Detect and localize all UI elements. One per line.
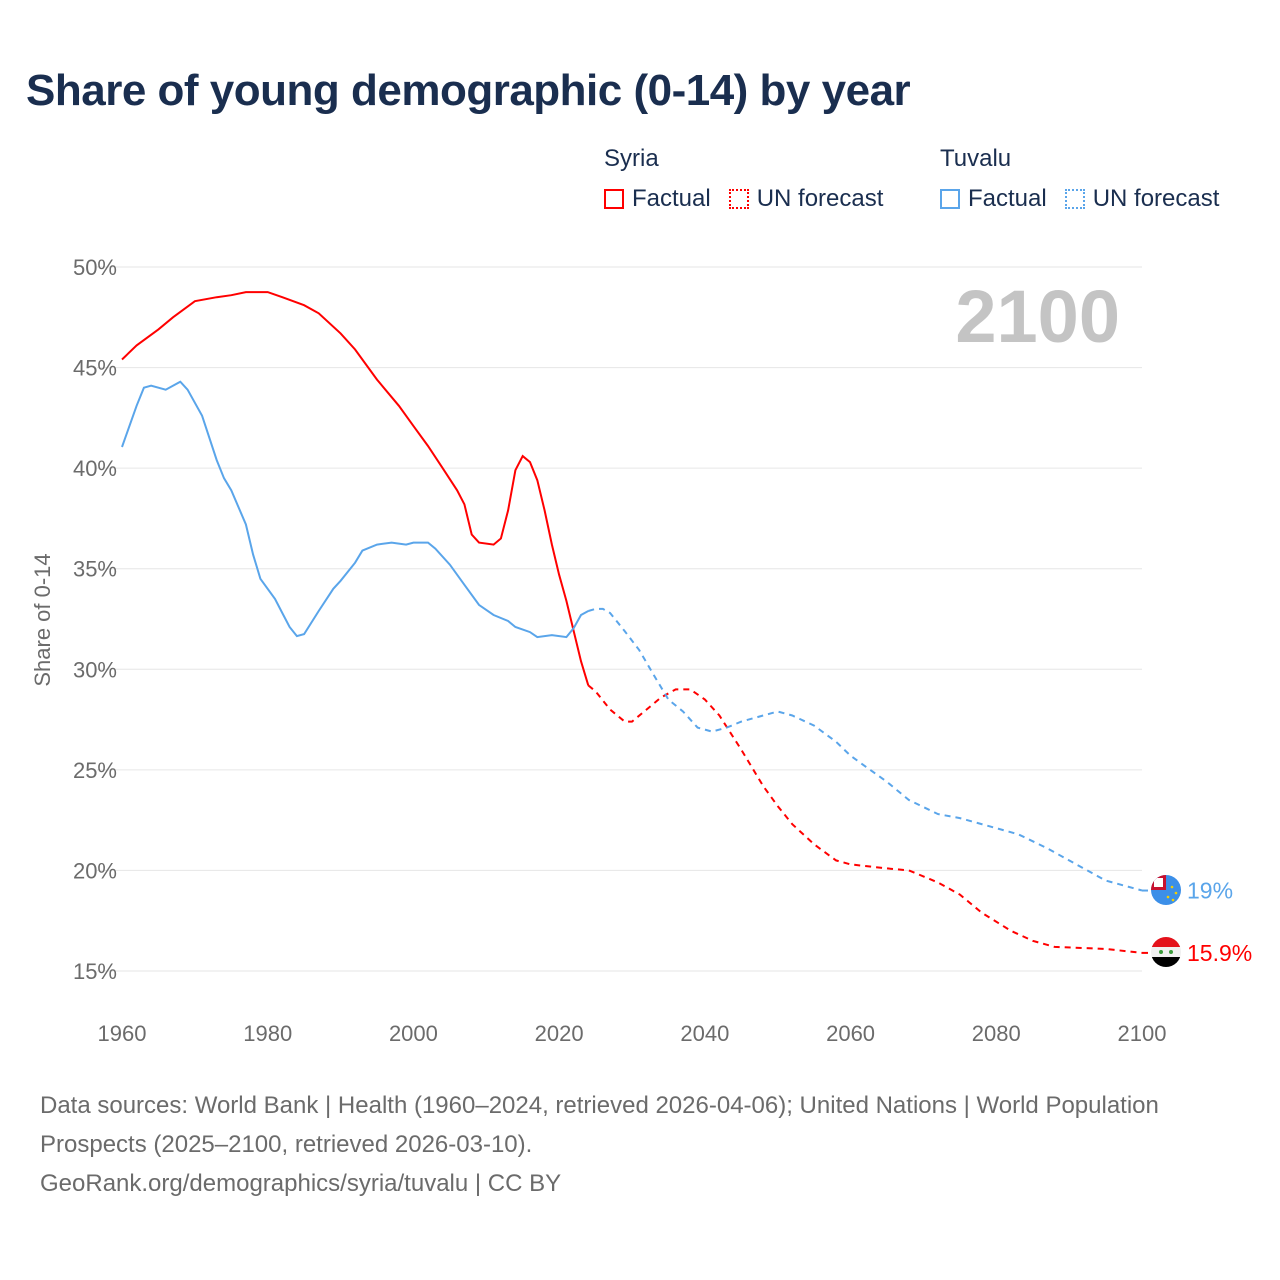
legend-syria-factual[interactable]: Factual: [604, 185, 711, 213]
tuvalu-factual-line: [121, 380, 589, 639]
y-tick-label: 45%: [73, 356, 117, 381]
y-tick-label: 15%: [73, 959, 117, 984]
x-tick-label: 2080: [972, 1021, 1021, 1046]
legend-tuvalu-factual[interactable]: Factual: [940, 185, 1047, 213]
legend-country-syria: Syria: [604, 145, 659, 172]
legend-syria-forecast[interactable]: UN forecast: [728, 185, 884, 213]
x-tick-label: 1960: [98, 1021, 147, 1046]
legend-label: Factual: [968, 185, 1047, 212]
y-tick-label: 30%: [73, 657, 117, 682]
source-link[interactable]: GeoRank.org/demographics/syria/tuvalu | …: [40, 1170, 562, 1197]
legend-swatch-solid: [604, 189, 624, 209]
legend-tuvalu-forecast[interactable]: UN forecast: [1064, 185, 1220, 213]
tuvalu-flag-icon: [1151, 875, 1181, 905]
x-tick-label: 2100: [1118, 1021, 1167, 1046]
legend-swatch-solid: [940, 189, 960, 209]
x-tick-label: 1980: [243, 1021, 292, 1046]
legend-label: UN forecast: [1092, 185, 1220, 212]
year-watermark: 2100: [955, 275, 1120, 358]
y-tick-label: 35%: [73, 557, 117, 582]
chart-title: Share of young demographic (0-14) by yea…: [26, 66, 911, 115]
y-tick-label: 40%: [73, 456, 117, 481]
tuvalu-forecast-line: [588, 607, 1143, 892]
y-axis-label: Share of 0-14: [30, 553, 55, 686]
y-tick-label: 50%: [73, 255, 117, 280]
legend-tuvalu: Tuvalu Factual UN forecast: [940, 145, 1237, 213]
syria-end-label: 15.9%: [1187, 940, 1252, 966]
legend-swatch-dotted: [1064, 189, 1085, 209]
data-sources: Data sources: World Bank | Health (1960–…: [40, 1092, 1159, 1158]
y-tick-label: 20%: [73, 858, 117, 883]
syria-forecast-line: [587, 684, 1143, 954]
x-tick-label: 2000: [389, 1021, 438, 1046]
syria-flag-icon: [1151, 937, 1181, 967]
x-tick-label: 2040: [680, 1021, 729, 1046]
legend-label: Factual: [632, 185, 711, 212]
syria-factual-line: [121, 291, 590, 686]
footer: Data sources: World Bank | Health (1960–…: [40, 1086, 1190, 1203]
legend-country-tuvalu: Tuvalu: [940, 145, 1012, 172]
legend-syria: Syria Factual UN forecast: [604, 145, 901, 213]
x-tick-label: 2020: [535, 1021, 584, 1046]
y-tick-label: 25%: [73, 758, 117, 783]
legend-label: UN forecast: [756, 185, 884, 212]
x-tick-label: 2060: [826, 1021, 875, 1046]
legend-swatch-dotted: [728, 189, 749, 209]
tuvalu-end-label: 19%: [1187, 878, 1233, 904]
